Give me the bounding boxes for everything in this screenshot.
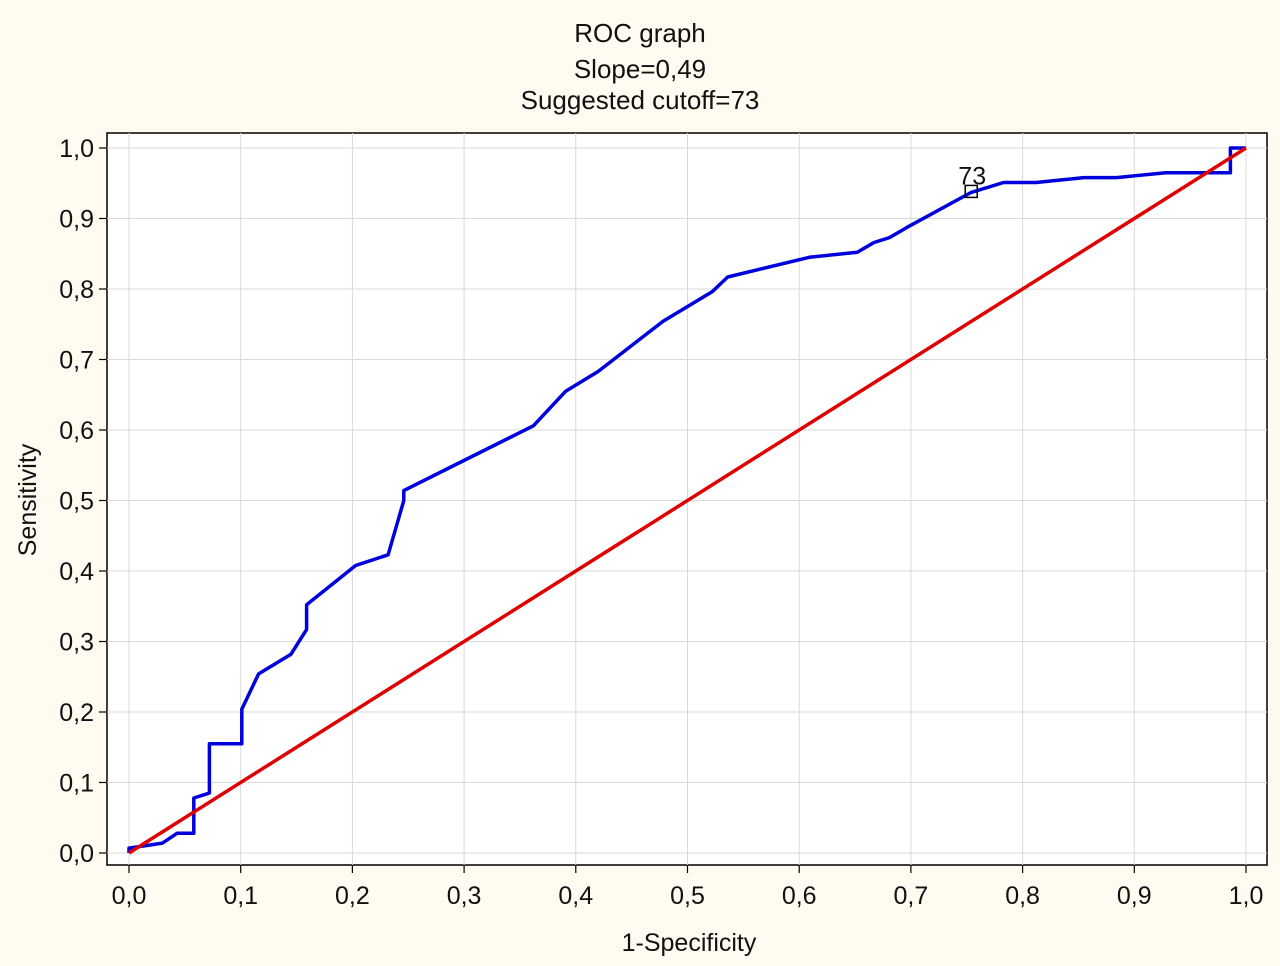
x-tick-label: 0,4 (558, 882, 593, 910)
chart-title: ROC graph (574, 18, 706, 48)
series-layer (127, 146, 1247, 855)
grid-lines (107, 133, 1267, 865)
chart-subtitle-slope: Slope=0,49 (574, 54, 706, 84)
y-tick-label: 0,5 (59, 488, 94, 516)
chart-subtitle-cutoff: Suggested cutoff=73 (521, 85, 760, 115)
x-tick-label: 0,9 (1117, 882, 1152, 910)
roc-curve-line (127, 146, 1246, 853)
x-tick-label: 0,8 (1005, 882, 1040, 910)
x-tick-label: 0,3 (447, 882, 482, 910)
y-tick-label: 0,1 (59, 770, 94, 798)
x-tick-label: 0,6 (782, 882, 817, 910)
x-tick-label: 0,5 (670, 882, 705, 910)
x-axis-label: 1-Specificity (622, 929, 757, 957)
x-tick-label: 0,7 (894, 882, 929, 910)
x-axis-ticks: 0,0 0,1 0,2 0,3 0,4 0,5 0,6 0,7 0,8 0,9 1,0 (112, 865, 1264, 910)
y-tick-label: 0,9 (59, 206, 94, 234)
y-tick-label: 1,0 (59, 135, 94, 163)
cutoff-label: 73 (958, 162, 986, 190)
cutoff-marker (964, 184, 978, 199)
y-tick-label: 0,2 (59, 699, 94, 727)
y-tick-label: 0,3 (59, 629, 94, 657)
y-tick-label: 0,4 (59, 558, 94, 586)
y-tick-label: 0,0 (59, 840, 94, 868)
x-tick-label: 1,0 (1229, 882, 1264, 910)
y-axis-ticks: 0,0 0,1 0,2 0,3 0,4 0,5 0,6 0,7 0,8 0,9 1,0 (59, 135, 107, 868)
y-tick-label: 0,7 (59, 347, 94, 375)
x-tick-label: 0,2 (335, 882, 370, 910)
y-tick-label: 0,6 (59, 417, 94, 445)
y-axis-label: Sensitivity (14, 443, 42, 556)
reference-diagonal-line (128, 146, 1247, 855)
y-tick-label: 0,8 (59, 276, 94, 304)
x-tick-label: 0,1 (223, 882, 258, 910)
x-tick-label: 0,0 (112, 882, 147, 910)
annotation-layer: 73 (958, 162, 986, 199)
